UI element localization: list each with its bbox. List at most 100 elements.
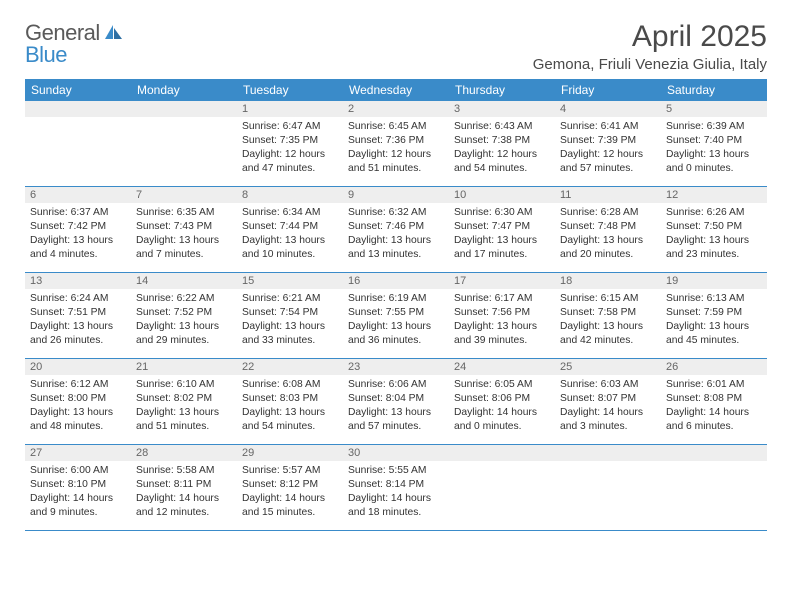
daylight-line: Daylight: 13 hours and 33 minutes. <box>242 320 338 348</box>
day-details: Sunrise: 6:35 AMSunset: 7:43 PMDaylight:… <box>131 203 237 262</box>
sunset-line: Sunset: 7:56 PM <box>454 306 550 320</box>
empty-day-header <box>555 445 661 461</box>
day-number: 18 <box>555 273 661 289</box>
daylight-line: Daylight: 13 hours and 7 minutes. <box>136 234 232 262</box>
daylight-line: Daylight: 12 hours and 54 minutes. <box>454 148 550 176</box>
sunrise-line: Sunrise: 6:17 AM <box>454 292 550 306</box>
sunset-line: Sunset: 8:04 PM <box>348 392 444 406</box>
day-details: Sunrise: 6:06 AMSunset: 8:04 PMDaylight:… <box>343 375 449 434</box>
day-number: 7 <box>131 187 237 203</box>
daylight-line: Daylight: 14 hours and 12 minutes. <box>136 492 232 520</box>
sunset-line: Sunset: 7:40 PM <box>666 134 762 148</box>
sunrise-line: Sunrise: 6:37 AM <box>30 206 126 220</box>
day-details: Sunrise: 5:57 AMSunset: 8:12 PMDaylight:… <box>237 461 343 520</box>
sunrise-line: Sunrise: 6:13 AM <box>666 292 762 306</box>
sunset-line: Sunset: 7:48 PM <box>560 220 656 234</box>
daylight-line: Daylight: 13 hours and 10 minutes. <box>242 234 338 262</box>
day-number: 26 <box>661 359 767 375</box>
daylight-line: Daylight: 13 hours and 13 minutes. <box>348 234 444 262</box>
sunrise-line: Sunrise: 6:26 AM <box>666 206 762 220</box>
day-details: Sunrise: 6:13 AMSunset: 7:59 PMDaylight:… <box>661 289 767 348</box>
sunrise-line: Sunrise: 6:45 AM <box>348 120 444 134</box>
daylight-line: Daylight: 12 hours and 51 minutes. <box>348 148 444 176</box>
sunrise-line: Sunrise: 6:05 AM <box>454 378 550 392</box>
sunrise-line: Sunrise: 6:12 AM <box>30 378 126 392</box>
daylight-line: Daylight: 13 hours and 36 minutes. <box>348 320 444 348</box>
brand-logo: GeneralBlue <box>25 20 125 68</box>
sunset-line: Sunset: 7:36 PM <box>348 134 444 148</box>
day-number: 28 <box>131 445 237 461</box>
day-number: 2 <box>343 101 449 117</box>
sunrise-line: Sunrise: 6:19 AM <box>348 292 444 306</box>
sunrise-line: Sunrise: 6:21 AM <box>242 292 338 306</box>
calendar-page: GeneralBlue April 2025 Gemona, Friuli Ve… <box>0 0 792 551</box>
day-details: Sunrise: 6:17 AMSunset: 7:56 PMDaylight:… <box>449 289 555 348</box>
day-number: 14 <box>131 273 237 289</box>
day-details: Sunrise: 6:12 AMSunset: 8:00 PMDaylight:… <box>25 375 131 434</box>
sunrise-line: Sunrise: 6:41 AM <box>560 120 656 134</box>
calendar-table: SundayMondayTuesdayWednesdayThursdayFrid… <box>25 79 767 531</box>
weekday-header: Tuesday <box>237 79 343 101</box>
calendar-weekday-header: SundayMondayTuesdayWednesdayThursdayFrid… <box>25 79 767 101</box>
sunset-line: Sunset: 8:07 PM <box>560 392 656 406</box>
daylight-line: Daylight: 13 hours and 57 minutes. <box>348 406 444 434</box>
sunset-line: Sunset: 8:08 PM <box>666 392 762 406</box>
day-details: Sunrise: 6:15 AMSunset: 7:58 PMDaylight:… <box>555 289 661 348</box>
sunrise-line: Sunrise: 6:00 AM <box>30 464 126 478</box>
day-details: Sunrise: 6:01 AMSunset: 8:08 PMDaylight:… <box>661 375 767 434</box>
day-details: Sunrise: 6:28 AMSunset: 7:48 PMDaylight:… <box>555 203 661 262</box>
sunrise-line: Sunrise: 6:08 AM <box>242 378 338 392</box>
daylight-line: Daylight: 13 hours and 0 minutes. <box>666 148 762 176</box>
weekday-header: Sunday <box>25 79 131 101</box>
daylight-line: Daylight: 13 hours and 42 minutes. <box>560 320 656 348</box>
empty-day-header <box>449 445 555 461</box>
day-details: Sunrise: 6:37 AMSunset: 7:42 PMDaylight:… <box>25 203 131 262</box>
daylight-line: Daylight: 14 hours and 0 minutes. <box>454 406 550 434</box>
day-number: 11 <box>555 187 661 203</box>
day-number: 24 <box>449 359 555 375</box>
weekday-header: Wednesday <box>343 79 449 101</box>
daylight-line: Daylight: 14 hours and 6 minutes. <box>666 406 762 434</box>
daylight-line: Daylight: 13 hours and 26 minutes. <box>30 320 126 348</box>
sunrise-line: Sunrise: 6:32 AM <box>348 206 444 220</box>
daylight-line: Daylight: 13 hours and 39 minutes. <box>454 320 550 348</box>
weekday-header: Saturday <box>661 79 767 101</box>
daylight-line: Daylight: 14 hours and 9 minutes. <box>30 492 126 520</box>
daylight-line: Daylight: 12 hours and 47 minutes. <box>242 148 338 176</box>
day-number: 9 <box>343 187 449 203</box>
day-number: 8 <box>237 187 343 203</box>
daylight-line: Daylight: 13 hours and 45 minutes. <box>666 320 762 348</box>
sunset-line: Sunset: 8:06 PM <box>454 392 550 406</box>
daylight-line: Daylight: 14 hours and 15 minutes. <box>242 492 338 520</box>
day-number: 21 <box>131 359 237 375</box>
day-number: 16 <box>343 273 449 289</box>
day-details: Sunrise: 6:24 AMSunset: 7:51 PMDaylight:… <box>25 289 131 348</box>
day-number: 3 <box>449 101 555 117</box>
sunset-line: Sunset: 7:55 PM <box>348 306 444 320</box>
day-details: Sunrise: 6:26 AMSunset: 7:50 PMDaylight:… <box>661 203 767 262</box>
sunset-line: Sunset: 7:35 PM <box>242 134 338 148</box>
day-details: Sunrise: 5:58 AMSunset: 8:11 PMDaylight:… <box>131 461 237 520</box>
daylight-line: Daylight: 13 hours and 23 minutes. <box>666 234 762 262</box>
daylight-line: Daylight: 13 hours and 4 minutes. <box>30 234 126 262</box>
location-subtitle: Gemona, Friuli Venezia Giulia, Italy <box>533 56 767 73</box>
month-title: April 2025 <box>533 20 767 54</box>
sunset-line: Sunset: 7:59 PM <box>666 306 762 320</box>
day-details: Sunrise: 6:22 AMSunset: 7:52 PMDaylight:… <box>131 289 237 348</box>
day-number: 17 <box>449 273 555 289</box>
sunset-line: Sunset: 8:03 PM <box>242 392 338 406</box>
daylight-line: Daylight: 13 hours and 29 minutes. <box>136 320 232 348</box>
empty-day-header <box>131 101 237 117</box>
sunset-line: Sunset: 7:42 PM <box>30 220 126 234</box>
day-number: 10 <box>449 187 555 203</box>
sunset-line: Sunset: 7:58 PM <box>560 306 656 320</box>
sunset-line: Sunset: 8:02 PM <box>136 392 232 406</box>
sunrise-line: Sunrise: 6:03 AM <box>560 378 656 392</box>
sunrise-line: Sunrise: 6:01 AM <box>666 378 762 392</box>
sunrise-line: Sunrise: 6:06 AM <box>348 378 444 392</box>
sunrise-line: Sunrise: 6:30 AM <box>454 206 550 220</box>
sunset-line: Sunset: 7:38 PM <box>454 134 550 148</box>
sunset-line: Sunset: 7:44 PM <box>242 220 338 234</box>
day-details: Sunrise: 6:39 AMSunset: 7:40 PMDaylight:… <box>661 117 767 176</box>
daylight-line: Daylight: 13 hours and 48 minutes. <box>30 406 126 434</box>
